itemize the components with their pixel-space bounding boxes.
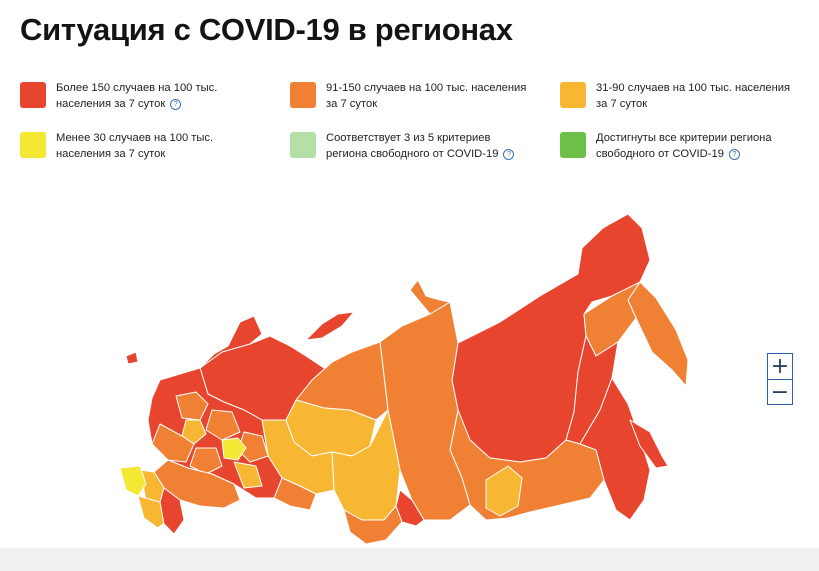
legend-label-line1: Менее 30 случаев на 100 тыс.	[56, 132, 214, 144]
legend-label: Более 150 случаев на 100 тыс. населения …	[56, 81, 217, 112]
page-title: Ситуация с COVID-19 в регионах	[20, 12, 513, 47]
map-region[interactable]	[151, 423, 195, 463]
legend-item-91-150: 91-150 случаев на 100 тыс. населения за …	[290, 81, 526, 112]
map-region[interactable]	[221, 437, 247, 461]
zoom-control: + −	[767, 353, 793, 405]
legend-label: 31-90 случаев на 100 тыс. населения за 7…	[596, 81, 790, 112]
help-icon[interactable]: ?	[728, 148, 740, 160]
map-region[interactable]	[125, 351, 139, 365]
legend-label-line1: Достигнуты все критерии региона	[596, 132, 772, 144]
map-region[interactable]	[627, 281, 689, 387]
legend-swatch-orange	[290, 82, 316, 108]
zoom-in-button[interactable]: +	[770, 353, 790, 379]
legend-swatch-yellow	[20, 132, 46, 158]
legend-label: Менее 30 случаев на 100 тыс. населения з…	[56, 131, 213, 162]
map-region[interactable]	[205, 409, 241, 441]
legend-label-line2: населения за 7 суток	[56, 97, 166, 110]
legend-item-31-90: 31-90 случаев на 100 тыс. населения за 7…	[560, 81, 790, 112]
legend-swatch-light-green	[290, 132, 316, 158]
map-region[interactable]	[181, 419, 207, 445]
legend-label-line1: 31-90 случаев на 100 тыс. населения	[596, 82, 791, 94]
russia-regions-map[interactable]	[0, 190, 819, 571]
help-icon[interactable]: ?	[503, 148, 515, 160]
legend-item-over-150: Более 150 случаев на 100 тыс. населения …	[20, 81, 217, 112]
legend-label-line2: населения за 7 суток	[56, 147, 166, 160]
legend-label-line2: за 7 суток	[326, 97, 378, 110]
legend-swatch-green	[560, 132, 586, 158]
legend-label: 91-150 случаев на 100 тыс. населения за …	[326, 81, 526, 112]
legend-label-line2: за 7 суток	[596, 97, 648, 110]
footer-bar	[0, 548, 819, 571]
map-region[interactable]	[233, 461, 263, 489]
legend-label: Соответствует 3 из 5 критериев региона с…	[326, 131, 515, 162]
map-region[interactable]	[409, 279, 451, 315]
map-region[interactable]	[175, 391, 209, 421]
map-region[interactable]	[343, 505, 403, 545]
help-icon[interactable]: ?	[170, 98, 182, 110]
map-region[interactable]	[119, 465, 147, 497]
legend-label-line2: свободного от COVID-19	[596, 147, 724, 160]
legend-label: Достигнуты все критерии региона свободно…	[596, 131, 772, 162]
map-region[interactable]	[331, 409, 401, 521]
map-region[interactable]	[189, 447, 223, 475]
legend-label-line1: Более 150 случаев на 100 тыс.	[56, 82, 218, 94]
map-region[interactable]	[199, 315, 263, 369]
map-region[interactable]	[629, 419, 669, 469]
map-region[interactable]	[159, 487, 185, 535]
legend-label-line1: Соответствует 3 из 5 критериев	[326, 132, 491, 144]
legend-item-all-criteria: Достигнуты все критерии региона свободно…	[560, 131, 772, 162]
legend-item-3-of-5-criteria: Соответствует 3 из 5 критериев региона с…	[290, 131, 515, 162]
legend-swatch-amber	[560, 82, 586, 108]
map-region[interactable]	[485, 465, 523, 517]
map-region[interactable]	[305, 311, 355, 341]
legend-item-under-30: Менее 30 случаев на 100 тыс. населения з…	[20, 131, 213, 162]
legend-label-line2: региона свободного от COVID-19	[326, 147, 499, 160]
zoom-out-button[interactable]: −	[768, 379, 792, 405]
legend-label-line1: 91-150 случаев на 100 тыс. населения	[326, 82, 527, 94]
legend-swatch-red	[20, 82, 46, 108]
